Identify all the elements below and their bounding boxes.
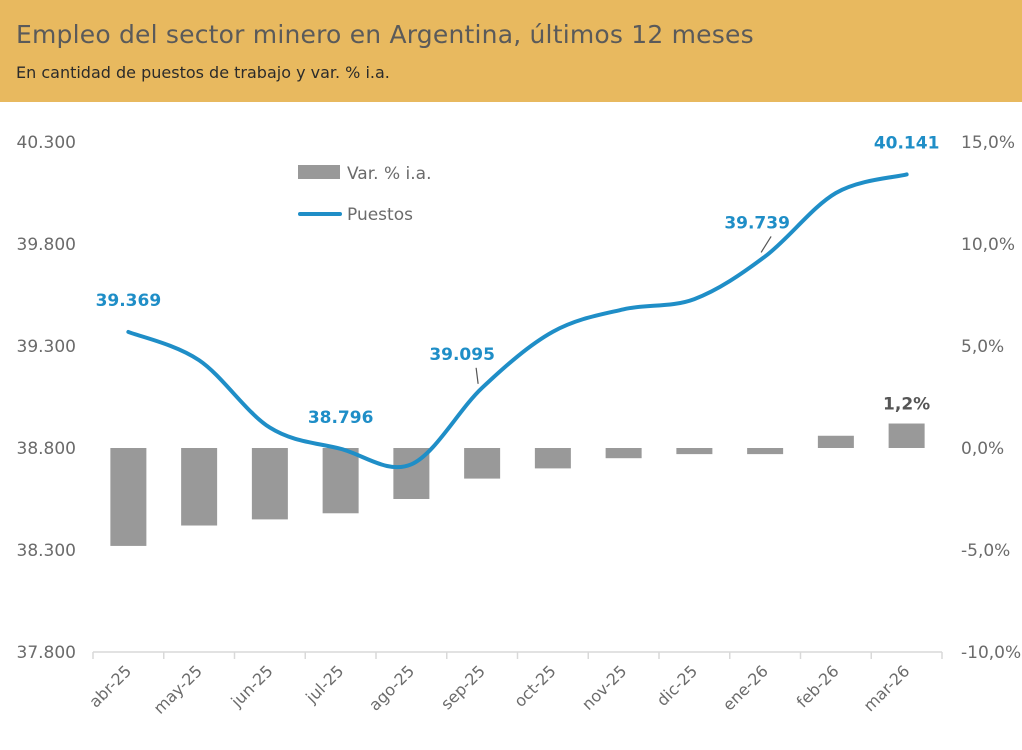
bar-var-may-25	[181, 448, 218, 526]
data-label-puestos-sep-25: 39.095	[429, 345, 495, 365]
right-tick-label: -5,0%	[961, 541, 1010, 561]
left-tick-label: 39.800	[17, 235, 76, 255]
x-label-oct-25: oct-25	[510, 661, 559, 710]
x-label-ene-26: ene-26	[719, 661, 772, 714]
left-axis-ticks: 37.800 38.300 38.800 39.300 39.800 40.300	[17, 133, 76, 663]
x-axis-labels: abr-25 may-25 jun-25 jul-25 ago-25 sep-25 oct-…	[85, 661, 913, 717]
right-axis-ticks: -10,0% -5,0% 0,0% 5,0% 10,0% 15,0%	[961, 133, 1021, 663]
data-label-var-mar-26: 1,2%	[883, 395, 930, 415]
chart-subtitle: En cantidad de puestos de trabajo y var.…	[16, 63, 390, 82]
bar-var-oct-25	[534, 448, 571, 469]
x-label-jul-25: jul-25	[301, 661, 347, 707]
bar-var-feb-26	[817, 435, 854, 448]
bar-var-jul-25	[322, 448, 359, 514]
left-tick-label: 38.800	[17, 439, 76, 459]
right-tick-label: -10,0%	[961, 643, 1021, 663]
left-tick-label: 39.300	[17, 337, 76, 357]
callout-line	[760, 236, 772, 253]
bar-var-abr-25	[110, 448, 147, 546]
x-label-ago-25: ago-25	[365, 661, 418, 714]
x-label-nov-25: nov-25	[578, 661, 630, 713]
left-tick-label: 37.800	[17, 643, 76, 663]
chart-title: Empleo del sector minero en Argentina, ú…	[16, 20, 754, 49]
callout-line	[475, 367, 479, 384]
right-tick-label: 5,0%	[961, 337, 1004, 357]
x-label-feb-26: feb-26	[793, 661, 843, 711]
bar-series	[110, 423, 925, 546]
legend: Var. % i.a. Puestos	[298, 164, 431, 225]
bar-var-sep-25	[464, 448, 501, 479]
legend-bar-label: Var. % i.a.	[347, 164, 431, 184]
right-tick-label: 10,0%	[961, 235, 1015, 255]
bar-var-ene-26	[747, 448, 784, 455]
x-label-sep-25: sep-25	[437, 661, 489, 713]
legend-line-label: Puestos	[347, 205, 413, 225]
left-tick-label: 40.300	[17, 133, 76, 153]
data-labels: 39.369 38.796 39.095 39.739 40.141 1,2%	[96, 133, 940, 427]
right-tick-label: 15,0%	[961, 133, 1015, 153]
data-label-puestos-ene-26: 39.739	[724, 213, 790, 233]
x-tick-marks	[92, 652, 943, 659]
employment-chart: 37.800 38.300 38.800 39.300 39.800 40.300 -10…	[17, 133, 1022, 718]
chart-header: Empleo del sector minero en Argentina, ú…	[0, 0, 1022, 102]
bar-var-nov-25	[605, 448, 642, 459]
right-tick-label: 0,0%	[961, 439, 1004, 459]
bar-var-jun-25	[251, 448, 288, 520]
puestos-line	[126, 172, 909, 470]
left-tick-label: 38.300	[17, 541, 76, 561]
legend-bar-swatch	[298, 165, 340, 179]
data-label-puestos-jul-25: 38.796	[308, 408, 374, 428]
x-label-jun-25: jun-25	[227, 661, 277, 711]
x-label-may-25: may-25	[150, 661, 206, 717]
bar-var-mar-26	[888, 423, 925, 448]
bar-var-dic-25	[676, 448, 713, 455]
data-label-puestos-abr-25: 39.369	[96, 291, 162, 311]
x-label-dic-25: dic-25	[653, 661, 701, 709]
x-label-abr-25: abr-25	[85, 661, 135, 711]
x-label-mar-26: mar-26	[860, 661, 914, 715]
label-callouts	[475, 236, 772, 384]
data-label-puestos-mar-26: 40.141	[874, 133, 940, 153]
